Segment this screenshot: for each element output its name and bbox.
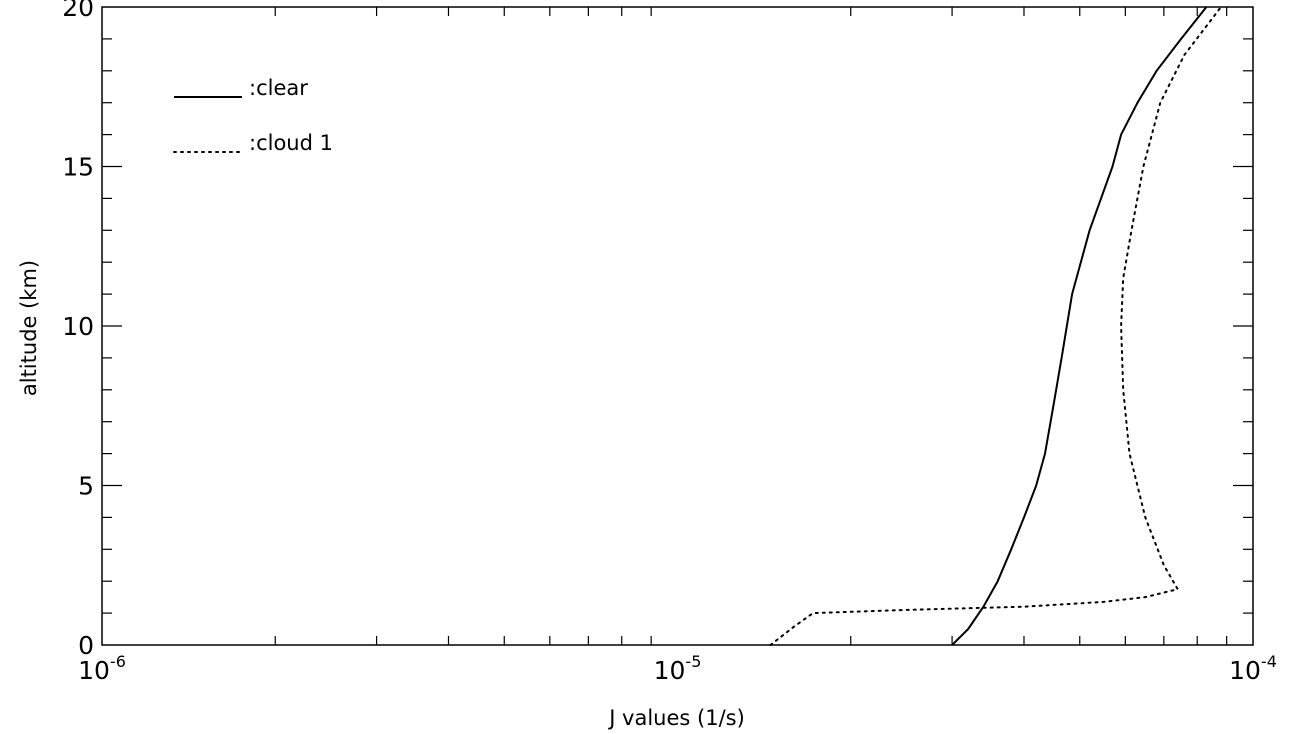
x-axis-title: J values (1/s) [607, 706, 745, 730]
x-tick-label: 10-5 [654, 652, 702, 685]
y-tick-label: 20 [62, 0, 94, 22]
x-tick-label: 10-6 [78, 652, 126, 685]
legend-label: :cloud 1 [249, 131, 333, 155]
y-tick-label: 0 [78, 631, 94, 660]
plot-frame [101, 6, 1254, 646]
axes [101, 6, 1254, 646]
y-axis-title: altitude (km) [17, 260, 41, 396]
y-tick-label: 5 [78, 472, 94, 501]
y-tick-label: 15 [62, 153, 94, 182]
legend: :clear :cloud 1 [173, 76, 333, 155]
series-line-cloud-1 [769, 6, 1222, 646]
series-line-clear [951, 6, 1208, 646]
ticks: 10-6 10-5 10-4 0 5 10 15 20 [62, 0, 1277, 685]
series-lines [769, 6, 1222, 646]
x-tick-label: 10-4 [1229, 652, 1277, 685]
y-tick-label: 10 [62, 312, 94, 341]
legend-label: :clear [249, 76, 308, 100]
